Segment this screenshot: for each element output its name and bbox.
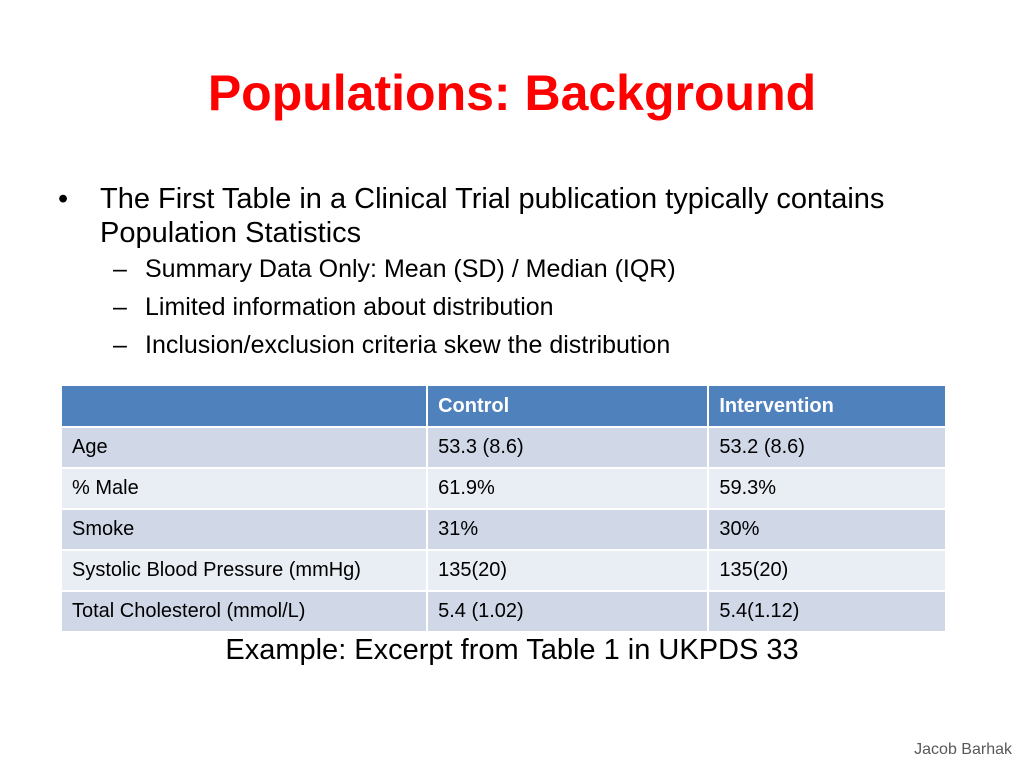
sub-bullet-item: – Inclusion/exclusion criteria skew the …: [58, 326, 958, 364]
intervention-value: 5.4(1.12): [707, 590, 947, 633]
intervention-value: 135(20): [707, 549, 947, 592]
table-row: % Male 61.9% 59.3%: [59, 467, 947, 510]
row-label: Smoke: [59, 508, 429, 551]
bullet-list: • The First Table in a Clinical Trial pu…: [58, 182, 958, 364]
bullet-item: • The First Table in a Clinical Trial pu…: [58, 182, 958, 250]
bullet-text: The First Table in a Clinical Trial publ…: [100, 183, 885, 249]
table-header-row: Control Intervention: [59, 384, 947, 428]
dash-icon: –: [113, 331, 127, 359]
table-caption: Example: Excerpt from Table 1 in UKPDS 3…: [225, 634, 799, 666]
header-cell-intervention: Intervention: [707, 384, 947, 428]
slide-title: Populations: Background: [207, 65, 817, 121]
sub-bullet-text: Summary Data Only: Mean (SD) / Median (I…: [145, 255, 676, 283]
table-row: Systolic Blood Pressure (mmHg) 135(20) 1…: [59, 549, 947, 592]
control-value: 53.3 (8.6): [426, 426, 710, 469]
row-label: Age: [59, 426, 429, 469]
intervention-value: 30%: [707, 508, 947, 551]
sub-bullet-item: – Summary Data Only: Mean (SD) / Median …: [58, 250, 958, 288]
sub-bullet-text: Limited information about distribution: [145, 293, 554, 321]
row-label: Systolic Blood Pressure (mmHg): [59, 549, 429, 592]
dash-icon: –: [113, 255, 127, 283]
table-row: Age 53.3 (8.6) 53.2 (8.6): [59, 426, 947, 469]
table-row: Smoke 31% 30%: [59, 508, 947, 551]
author-footer: Jacob Barhak: [914, 741, 1012, 758]
header-cell-control: Control: [426, 384, 710, 428]
control-value: 135(20): [426, 549, 710, 592]
intervention-value: 59.3%: [707, 467, 947, 510]
bullet-dot-icon: •: [58, 183, 69, 215]
control-value: 61.9%: [426, 467, 710, 510]
header-cell-blank: [59, 384, 429, 428]
row-label: Total Cholesterol (mmol/L): [59, 590, 429, 633]
sub-bullet-item: – Limited information about distribution: [58, 288, 958, 326]
population-table: Control Intervention Age 53.3 (8.6) 53.2…: [59, 384, 947, 633]
sub-bullet-text: Inclusion/exclusion criteria skew the di…: [145, 331, 671, 359]
intervention-value: 53.2 (8.6): [707, 426, 947, 469]
dash-icon: –: [113, 293, 127, 321]
control-value: 5.4 (1.02): [426, 590, 710, 633]
row-label: % Male: [59, 467, 429, 510]
table-row: Total Cholesterol (mmol/L) 5.4 (1.02) 5.…: [59, 590, 947, 633]
control-value: 31%: [426, 508, 710, 551]
